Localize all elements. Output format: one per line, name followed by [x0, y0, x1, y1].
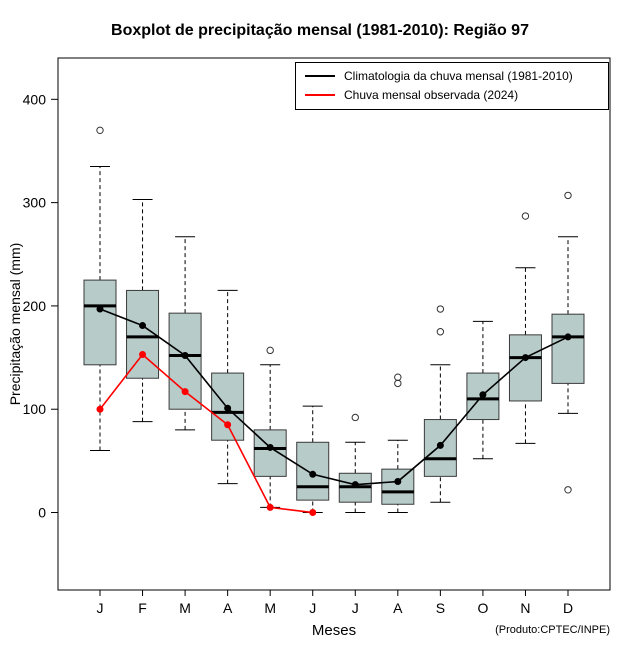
legend-item-observed: Chuva mensal observada (2024): [305, 88, 599, 102]
observed-line: [99, 353, 313, 514]
observed-line-swatch: [305, 94, 335, 96]
outlier-point: [394, 379, 402, 388]
climatology-line-swatch: [305, 75, 335, 77]
y-tick-label: 300: [23, 195, 47, 211]
outlier-point: [351, 413, 359, 422]
x-tick-label: M: [264, 600, 276, 616]
x-axis-label: Meses: [311, 622, 357, 639]
observed-point: [309, 509, 317, 517]
x-tick-label: J: [309, 600, 316, 616]
box: [83, 279, 117, 366]
legend-item-climatology: Climatologia da chuva mensal (1981-2010): [305, 69, 599, 83]
climatology-line: [99, 308, 569, 486]
box: [211, 372, 245, 441]
legend: Climatologia da chuva mensal (1981-2010)…: [295, 62, 609, 110]
climatology-point: [96, 305, 104, 313]
outlier-point: [564, 191, 572, 200]
climatology-point: [436, 441, 444, 449]
observed-point: [181, 388, 189, 396]
x-tick-label: J: [352, 600, 359, 616]
climatology-point: [266, 443, 274, 451]
outlier-point: [436, 328, 445, 336]
y-tick-label: 400: [23, 91, 47, 107]
y-tick-label: 0: [38, 505, 46, 521]
box: [551, 313, 585, 384]
climatology-point: [564, 333, 572, 341]
outlier-point: [394, 373, 402, 381]
x-tick-label: S: [436, 600, 445, 616]
x-tick-label: N: [520, 600, 530, 616]
observed-point: [96, 405, 104, 413]
legend-label-observed: Chuva mensal observada (2024): [344, 88, 519, 102]
box: [381, 468, 415, 505]
observed-point: [139, 350, 147, 358]
x-tick-label: A: [393, 600, 403, 616]
outlier-point: [266, 346, 274, 355]
observed-point: [266, 503, 274, 511]
climatology-point: [521, 354, 529, 362]
outlier-point: [521, 212, 530, 220]
outlier-point: [564, 486, 572, 494]
plot-frame: [57, 57, 611, 591]
chart-title: Boxplot de precipitação mensal (1981-201…: [111, 22, 529, 39]
x-tick-label: A: [223, 600, 233, 616]
climatology-point: [394, 478, 402, 486]
x-tick-label: J: [97, 600, 104, 616]
product-credit: (Produto:CPTEC/INPE): [495, 624, 610, 636]
x-tick-label: F: [138, 600, 147, 616]
legend-label-climatology: Climatologia da chuva mensal (1981-2010): [344, 69, 573, 83]
climatology-point: [309, 470, 317, 478]
y-axis-label: Precipitação mensal (mm): [7, 242, 23, 406]
climatology-point: [224, 404, 232, 412]
outlier-point: [96, 126, 104, 135]
x-tick-label: M: [179, 600, 191, 616]
outlier-point: [436, 305, 445, 313]
y-tick-label: 100: [23, 401, 47, 417]
climatology-point: [139, 322, 147, 330]
y-tick-label: 200: [23, 298, 47, 314]
observed-point: [224, 421, 232, 429]
x-tick-label: D: [563, 600, 573, 616]
climatology-point: [351, 481, 359, 489]
x-tick-label: O: [477, 600, 488, 616]
climatology-point: [181, 352, 189, 360]
climatology-point: [479, 391, 487, 399]
